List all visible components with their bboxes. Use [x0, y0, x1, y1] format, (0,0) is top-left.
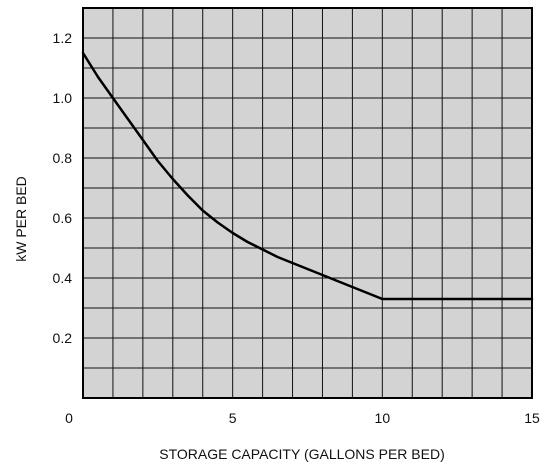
y-axis-title: kW PER BED [13, 176, 29, 262]
x-tick-label: 10 [375, 410, 391, 426]
series-line-group [81, 51, 534, 301]
plot-area [83, 8, 532, 398]
plot-background [83, 8, 532, 398]
y-tick-label: 0.2 [53, 330, 73, 346]
grid [83, 8, 532, 398]
plot-border [82, 7, 533, 399]
x-tick-label: 0 [65, 410, 73, 426]
y-tick-label: 0.6 [53, 210, 73, 226]
y-tick-labels: 0.2 0.4 0.6 0.8 1.0 1.2 [53, 30, 73, 346]
y-tick-label: 1.0 [53, 90, 73, 106]
x-tick-label: 15 [524, 410, 540, 426]
x-tick-label: 5 [229, 410, 237, 426]
series-line [81, 51, 534, 301]
y-tick-label: 0.4 [53, 270, 73, 286]
x-tick-labels: 0 5 10 15 [65, 410, 540, 426]
x-axis-title: STORAGE CAPACITY (GALLONS PER BED) [159, 446, 445, 462]
plot-frame [82, 7, 533, 399]
y-tick-label: 0.8 [53, 150, 73, 166]
y-tick-label: 1.2 [53, 30, 73, 46]
